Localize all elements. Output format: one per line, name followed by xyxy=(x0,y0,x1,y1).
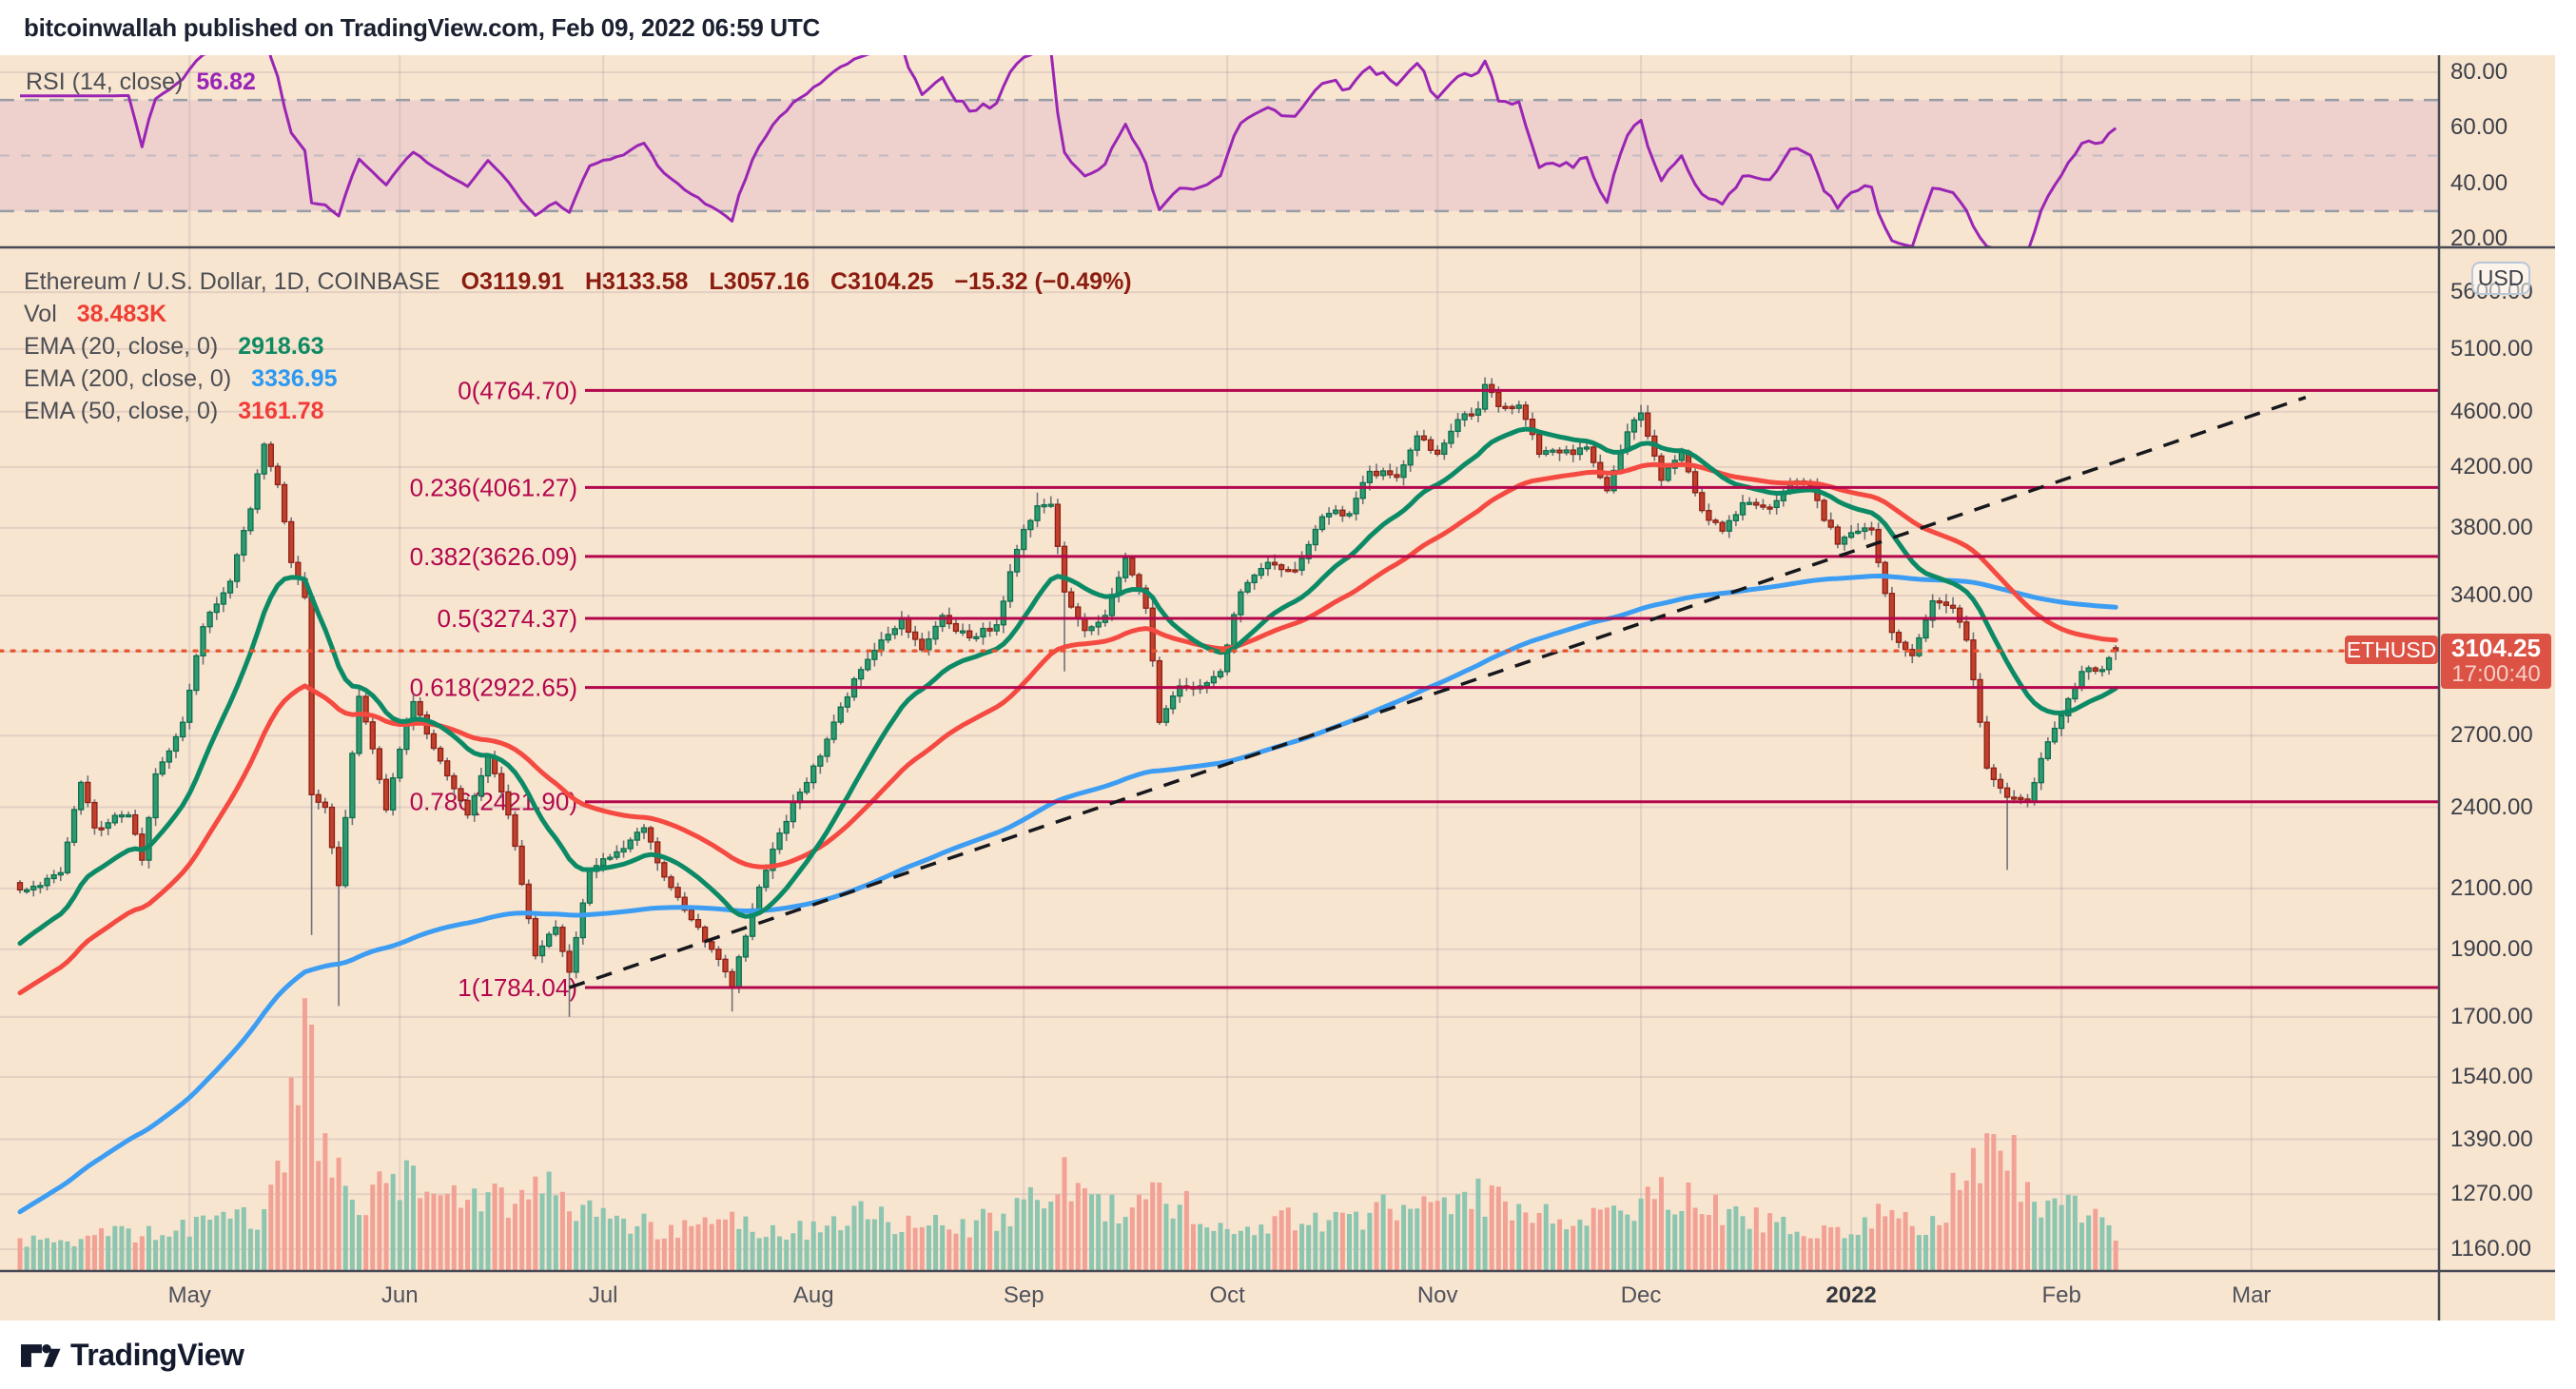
price-axis-label: 4200.00 xyxy=(2450,453,2533,479)
price-axis-label: 1700.00 xyxy=(2450,1003,2533,1029)
fib-level-label: 0.786(2421.90) xyxy=(410,788,577,816)
tradingview-logo-text: TradingView xyxy=(70,1338,244,1372)
price-axis-label: 1270.00 xyxy=(2450,1181,2533,1207)
price-axis-label: 2700.00 xyxy=(2450,722,2533,749)
time-axis-label: Nov xyxy=(1416,1282,1458,1308)
fib-level-label: 0.5(3274.37) xyxy=(438,604,577,633)
rsi-axis-label: 40.00 xyxy=(2450,169,2508,196)
tradingview-logo-icon xyxy=(21,1343,61,1367)
fib-level-label: 0.236(4061.27) xyxy=(410,473,577,501)
time-axis-label: Aug xyxy=(792,1282,834,1308)
time-axis-label: Feb xyxy=(2041,1282,2081,1308)
time-axis-label: Jun xyxy=(381,1282,419,1308)
fib-level-label: 0(4764.70) xyxy=(458,376,577,404)
time-axis-label: Mar xyxy=(2232,1282,2272,1308)
price-axis-label: 2100.00 xyxy=(2450,874,2533,901)
rsi-axis-label: 60.00 xyxy=(2450,114,2508,141)
tradingview-logo[interactable]: TradingView xyxy=(21,1338,244,1373)
time-axis-label: Jul xyxy=(588,1282,618,1308)
price-axis-label: 3800.00 xyxy=(2450,514,2533,540)
time-axis-label: May xyxy=(167,1282,211,1308)
symbol-price-flag: ETHUSD xyxy=(2345,636,2438,664)
price-axis-label: 4600.00 xyxy=(2450,398,2533,424)
fib-level-label: 0.382(3626.09) xyxy=(410,542,577,571)
last-price-value: 3104.25 xyxy=(2451,634,2541,662)
last-price-tag: 3104.25 17:00:40 xyxy=(2441,634,2551,689)
price-axis-label: 1390.00 xyxy=(2450,1125,2533,1152)
time-axis-label: Oct xyxy=(1209,1282,1245,1308)
price-axis-label: 2400.00 xyxy=(2450,793,2533,820)
fib-level-label: 1(1784.04) xyxy=(458,973,577,1002)
rsi-axis-label: 20.00 xyxy=(2450,225,2508,251)
price-axis-label: 1900.00 xyxy=(2450,935,2533,962)
price-axis-label: 5100.00 xyxy=(2450,335,2533,362)
price-axis-label: 1540.00 xyxy=(2450,1064,2533,1090)
price-axis-label: 3400.00 xyxy=(2450,581,2533,608)
fib-level-label: 0.618(2922.65) xyxy=(410,674,577,702)
rsi-axis-label: 80.00 xyxy=(2450,59,2508,85)
time-axis-label: Sep xyxy=(1003,1282,1044,1308)
time-axis-label: 2022 xyxy=(1825,1282,1877,1308)
currency-toggle-usd[interactable]: USD xyxy=(2471,262,2530,295)
bar-countdown: 17:00:40 xyxy=(2451,661,2541,687)
price-axis-label: 1160.00 xyxy=(2450,1236,2531,1262)
time-axis-label: Dec xyxy=(1620,1282,1662,1308)
